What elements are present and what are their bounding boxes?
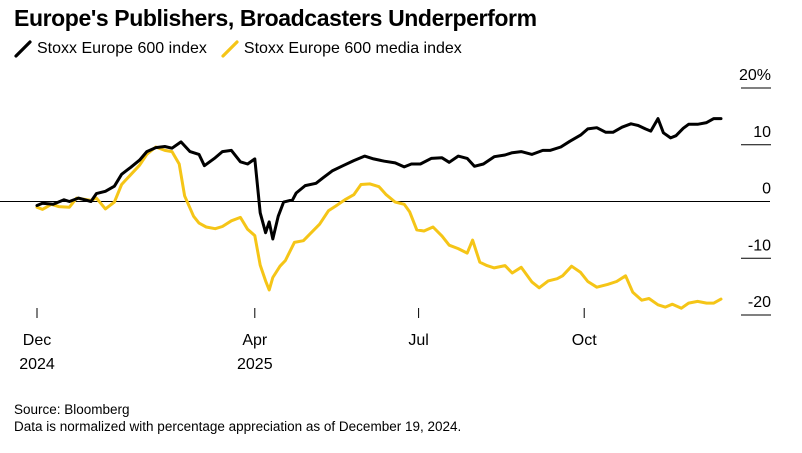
chart-footer: Source: Bloomberg Data is normalized wit…: [14, 401, 461, 435]
legend-label-stoxx-600: Stoxx Europe 600 index: [37, 40, 207, 57]
legend-item-stoxx-600-media: Stoxx Europe 600 media index: [221, 40, 462, 58]
normalization-note: Data is normalized with percentage appre…: [14, 419, 462, 434]
legend-label-stoxx-600-media: Stoxx Europe 600 media index: [243, 40, 462, 57]
legend-swatch-stoxx-600: [14, 40, 32, 58]
y-tick-label: 10: [753, 124, 771, 141]
legend: Stoxx Europe 600 index Stoxx Europe 600 …: [14, 38, 476, 60]
x-tick-label: Oct: [572, 332, 597, 349]
legend-swatch-stoxx-600-media: [221, 40, 239, 58]
y-tick-label: 20%: [739, 67, 771, 84]
x-tick-year-label: 2024: [19, 356, 55, 373]
x-tick-label: Dec: [23, 332, 51, 349]
x-tick-label: Jul: [408, 332, 428, 349]
series-line-stoxx-600: [35, 117, 723, 241]
y-tick-label: -10: [748, 237, 771, 254]
x-tick-label: Apr: [242, 332, 268, 349]
legend-item-stoxx-600: Stoxx Europe 600 index: [14, 40, 207, 58]
series-line-stoxx-600-media: [35, 145, 723, 310]
x-tick-year-label: 2025: [237, 356, 273, 373]
y-tick-label: -20: [748, 294, 771, 311]
source-note: Source: Bloomberg: [14, 402, 130, 417]
y-tick-label: 0: [762, 181, 771, 198]
chart-title: Europe's Publishers, Broadcasters Underp…: [14, 5, 537, 31]
